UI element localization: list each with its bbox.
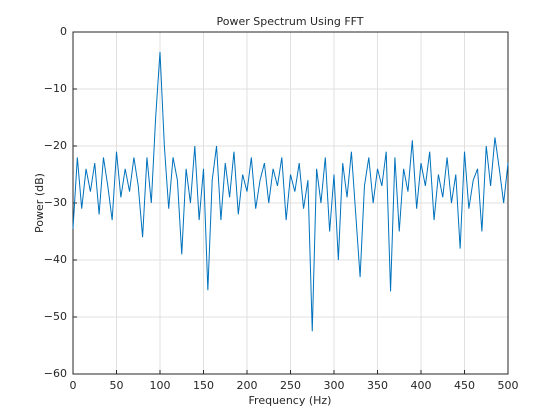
y-tick-label: −10 bbox=[44, 82, 67, 95]
x-tick-label: 50 bbox=[110, 379, 124, 392]
x-tick-label: 400 bbox=[411, 379, 432, 392]
y-tick-label: −20 bbox=[44, 139, 67, 152]
y-tick-label: 0 bbox=[60, 25, 67, 38]
y-tick-label: −60 bbox=[44, 367, 67, 380]
y-axis-label: Power (dB) bbox=[33, 173, 46, 233]
x-tick-label: 200 bbox=[237, 379, 258, 392]
data-line bbox=[72, 51, 509, 332]
y-tick-label: −40 bbox=[44, 253, 67, 266]
x-tick-label: 450 bbox=[454, 379, 475, 392]
x-tick-label: 0 bbox=[70, 379, 77, 392]
x-axis-label: Frequency (Hz) bbox=[249, 394, 332, 407]
x-tick-label: 300 bbox=[324, 379, 345, 392]
axes-box bbox=[72, 31, 509, 375]
y-tick-label: −50 bbox=[44, 310, 67, 323]
x-tick-label: 100 bbox=[150, 379, 171, 392]
x-tick-label: 500 bbox=[498, 379, 519, 392]
x-tick-label: 250 bbox=[280, 379, 301, 392]
y-tick-label: −30 bbox=[44, 196, 67, 209]
chart-title: Power Spectrum Using FFT bbox=[216, 15, 363, 28]
x-tick-label: 150 bbox=[193, 379, 214, 392]
x-tick-label: 350 bbox=[367, 379, 388, 392]
